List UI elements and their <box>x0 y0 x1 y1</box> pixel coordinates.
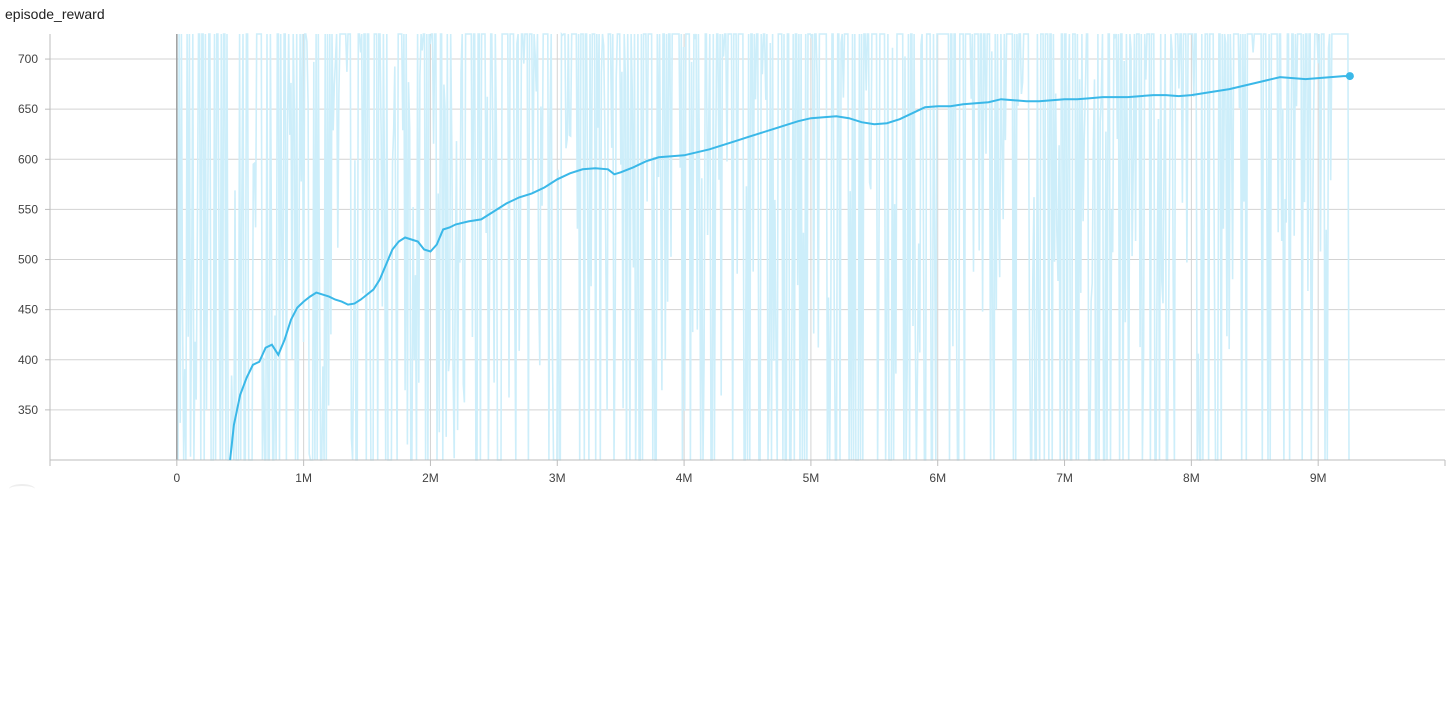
raw-reward-trace <box>176 31 1350 461</box>
y-tick-label: 500 <box>18 253 38 267</box>
y-tick-label: 700 <box>18 52 38 66</box>
x-tick-label: 4M <box>676 471 693 485</box>
series-line[interactable] <box>229 75 1350 461</box>
x-tick-label: 6M <box>929 471 946 485</box>
y-tick-label: 350 <box>18 403 38 417</box>
x-tick-label: 0 <box>173 471 180 485</box>
y-tick-label: 600 <box>18 152 38 166</box>
x-ticks: 0 1M 2M 3M 4M 5M 6M 7M 8M 9M <box>49 460 1446 485</box>
x-tick-label: 7M <box>1056 471 1073 485</box>
y-tick-label: 550 <box>18 202 38 216</box>
x-tick-label: 3M <box>549 471 566 485</box>
chart-title: episode_reward <box>5 6 105 22</box>
y-ticks: 350 400 450 500 550 600 650 700 <box>18 52 50 417</box>
x-tick-label: 2M <box>422 471 439 485</box>
drag-handle[interactable] <box>9 484 35 494</box>
series-end-point[interactable] <box>1345 72 1354 81</box>
x-tick-label: 9M <box>1310 471 1327 485</box>
x-tick-label: 1M <box>295 471 312 485</box>
raw-trace-line <box>176 31 1350 461</box>
y-tick-label: 450 <box>18 303 38 317</box>
x-tick-label: 5M <box>803 471 820 485</box>
y-tick-label: 650 <box>18 102 38 116</box>
y-tick-label: 400 <box>18 353 38 367</box>
x-tick-label: 8M <box>1183 471 1200 485</box>
